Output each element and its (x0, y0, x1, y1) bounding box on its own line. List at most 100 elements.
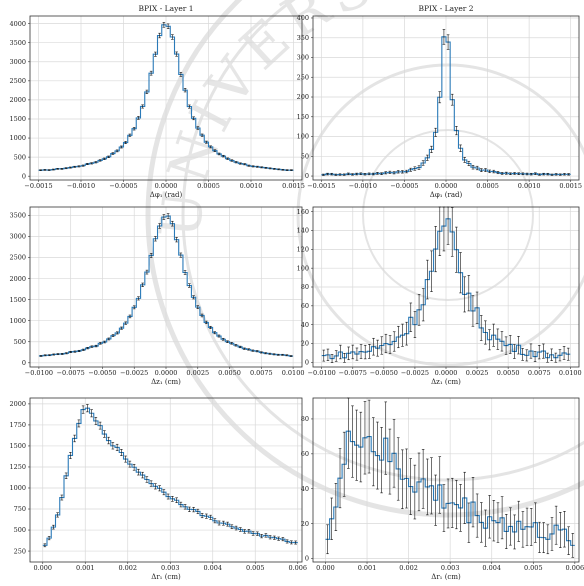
x-tick-label: 0.0000 (155, 182, 178, 190)
y-tick-label: 200 (297, 93, 309, 101)
x-tick-label: 0.0050 (218, 369, 241, 377)
histogram-panel-4: −0.0100 −0.0075 −0.0050 −0.0025 0.0000 0.0025… (297, 206, 582, 386)
x-tick-label: −0.0010 (67, 182, 95, 190)
y-tick-label: 500 (14, 153, 26, 161)
panel-title: BPIX - Layer 1 (138, 4, 193, 13)
x-tick-label: −0.0005 (390, 182, 418, 190)
x-tick-label: −0.0100 (308, 369, 336, 377)
y-tick-label: 1500 (9, 115, 26, 123)
x-tick-label: 0.005 (524, 564, 543, 572)
x-tick-label: 0.004 (203, 564, 222, 572)
y-tick-label: 40 (301, 321, 309, 329)
y-tick-label: 20 (301, 520, 309, 528)
histogram-step-line (321, 218, 571, 360)
x-tick-label: 0.005 (246, 564, 265, 572)
plot-frame (312, 397, 580, 563)
x-tick-label: −0.0005 (109, 182, 137, 190)
x-tick-label: 0.004 (482, 564, 501, 572)
x-axis-label: Δr₁ (cm) (151, 573, 181, 581)
y-tick-label: 3000 (9, 233, 26, 241)
plot-frame (29, 397, 303, 563)
y-tick-label: 1000 (9, 317, 26, 325)
y-tick-label: 300 (297, 54, 309, 62)
y-tick-label: 2000 (9, 275, 26, 283)
y-tick-label: 0 (22, 172, 26, 180)
x-tick-label: 0.002 (399, 564, 418, 572)
y-tick-label: 1750 (9, 421, 26, 429)
x-tick-label: −0.0050 (370, 369, 398, 377)
x-tick-label: −0.0075 (57, 369, 85, 377)
histogram-step-line (321, 36, 571, 176)
y-tick-label: 160 (297, 208, 309, 216)
x-tick-label: 0.0005 (197, 182, 220, 190)
y-tick-label: 50 (301, 152, 309, 160)
y-tick-label: 0 (305, 172, 309, 180)
x-axis-label: Δz₁ (cm) (151, 378, 181, 386)
y-tick-label: 350 (297, 34, 309, 42)
histogram-step-line (38, 24, 294, 171)
y-tick-label: 0 (305, 358, 309, 366)
y-tick-label: 250 (297, 73, 309, 81)
y-tick-label: 2000 (9, 400, 26, 408)
x-tick-label: 0.006 (288, 564, 307, 572)
y-tick-label: 2500 (9, 254, 26, 262)
y-tick-label: 40 (301, 485, 309, 493)
x-tick-label: −0.0100 (25, 369, 53, 377)
x-axis-label: Δz₁ (cm) (431, 378, 461, 386)
y-tick-label: 1000 (9, 134, 26, 142)
x-tick-label: −0.0015 (24, 182, 52, 190)
x-tick-label: 0.0000 (155, 369, 178, 377)
x-tick-label: −0.0025 (120, 369, 148, 377)
y-tick-label: 80 (301, 415, 309, 423)
y-tick-label: 3000 (9, 58, 26, 66)
x-tick-label: 0.003 (161, 564, 180, 572)
y-tick-label: 80 (301, 283, 309, 291)
y-tick-label: 2000 (9, 96, 26, 104)
y-tick-label: 140 (297, 227, 309, 235)
y-tick-label: 0 (22, 359, 26, 367)
y-tick-label: 250 (14, 547, 26, 555)
histogram-panel-6: 0.000 0.001 0.002 0.003 0.004 0.005 0.006 0 20 40… (301, 397, 584, 581)
y-tick-label: 60 (301, 302, 309, 310)
y-tick-label: 100 (297, 133, 309, 141)
x-tick-label: 0.003 (441, 564, 460, 572)
x-axis-label: Δr₁ (cm) (431, 573, 461, 581)
x-tick-label: 0.0010 (518, 182, 541, 190)
histogram-step-line (42, 407, 298, 546)
y-tick-label: 4000 (9, 20, 26, 28)
x-tick-label: 0.0000 (435, 369, 458, 377)
x-tick-label: 0.000 (316, 564, 335, 572)
x-axis-label: Δφ₁ (rad) (430, 191, 463, 199)
x-tick-label: 0.0075 (250, 369, 273, 377)
y-tick-label: 20 (301, 340, 309, 348)
x-tick-label: 0.0010 (240, 182, 263, 190)
x-tick-label: 0.0000 (435, 182, 458, 190)
y-tick-label: 60 (301, 450, 309, 458)
y-tick-label: 500 (14, 338, 26, 346)
x-tick-label: −0.0050 (88, 369, 116, 377)
x-tick-label: −0.0075 (339, 369, 367, 377)
x-tick-label: 0.006 (566, 564, 584, 572)
y-tick-label: 750 (14, 505, 26, 513)
x-tick-label: 0.0025 (186, 369, 209, 377)
y-tick-label: 1500 (9, 296, 26, 304)
x-tick-label: −0.0015 (307, 182, 335, 190)
y-tick-label: 400 (297, 14, 309, 22)
y-tick-label: 1000 (9, 484, 26, 492)
y-tick-label: 2500 (9, 77, 26, 85)
panel-title: BPIX - Layer 2 (418, 4, 473, 13)
x-tick-label: 0.0025 (466, 369, 489, 377)
x-tick-label: 0.0005 (476, 182, 499, 190)
x-tick-label: 0.0100 (282, 369, 305, 377)
x-tick-label: 0.0015 (282, 182, 305, 190)
x-tick-label: 0.001 (76, 564, 95, 572)
y-tick-label: 150 (297, 113, 309, 121)
histogram-panel-5: 0.000 0.001 0.002 0.003 0.004 0.005 0.006 250 50… (9, 397, 307, 581)
y-tick-label: 500 (14, 526, 26, 534)
x-tick-label: 0.001 (358, 564, 377, 572)
y-tick-label: 100 (297, 264, 309, 272)
y-tick-label: 0 (305, 555, 309, 563)
y-tick-label: 3500 (9, 212, 26, 220)
histogram-step-line (38, 215, 294, 357)
